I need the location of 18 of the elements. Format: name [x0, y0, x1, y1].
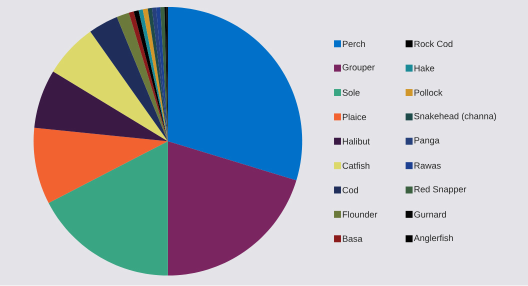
legend-label: Hake — [414, 65, 434, 72]
legend-label: Sole — [342, 89, 360, 96]
legend-label: Gurnard — [414, 211, 446, 218]
legend-label: Rock Cod — [414, 40, 452, 48]
legend-label: Catfish — [342, 162, 370, 170]
legend-label: Plaice — [342, 114, 366, 120]
legend-label: Cod — [342, 186, 358, 194]
legend-label: Rawas — [414, 162, 441, 169]
legend-label: Basa — [342, 236, 363, 242]
legend-label: Panga — [414, 138, 440, 146]
legend-label: Flounder — [342, 211, 378, 218]
legend-label: Snakehead (channa) — [414, 112, 496, 122]
legend-label: Perch — [342, 40, 365, 48]
legend-label: Red Snapper — [414, 186, 466, 194]
legend-label: Anglerfish — [414, 234, 453, 244]
legend-label: Pollock — [414, 89, 443, 96]
legend-label: Grouper — [342, 64, 375, 72]
legend-label: Halibut — [342, 138, 370, 145]
